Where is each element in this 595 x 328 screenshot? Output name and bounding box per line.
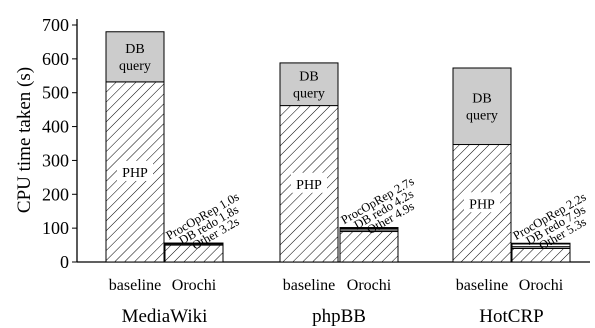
y-tick-label: 500	[42, 83, 69, 103]
bar-segment	[511, 242, 571, 245]
bar-category-label: Orochi	[519, 277, 564, 294]
y-tick-label: 400	[42, 117, 69, 137]
group-label: MediaWiki	[122, 306, 208, 327]
group-label: HotCRP	[479, 306, 543, 327]
y-tick-label: 300	[42, 150, 69, 170]
y-tick-label: 0	[60, 252, 69, 272]
bar-category-label: Orochi	[172, 277, 217, 294]
segment-label-bg	[461, 87, 503, 124]
segment-label: DB	[472, 91, 491, 106]
segment-label-bg	[288, 65, 330, 102]
bar-category-label: baseline	[283, 277, 335, 294]
segment-label: DB	[299, 69, 318, 84]
y-tick-label: 600	[42, 49, 69, 69]
segment-label: query	[293, 86, 325, 101]
bar-category-label: Orochi	[347, 277, 392, 294]
bar-segment	[339, 227, 399, 229]
y-tick-label: 700	[42, 15, 69, 35]
y-tick-label: 100	[42, 218, 69, 238]
segment-label: query	[119, 59, 151, 74]
bar-segment	[164, 242, 224, 245]
segment-label: query	[466, 108, 498, 123]
y-axis-label: CPU time taken (s)	[14, 67, 35, 213]
bar-category-label: baseline	[456, 277, 508, 294]
segment-label: PHP	[122, 166, 148, 181]
segment-label: PHP	[296, 178, 322, 193]
bar-segment	[339, 231, 399, 263]
bar-category-label: baseline	[109, 277, 161, 294]
axes: 0 100 200 300 400 500 600 700	[42, 15, 590, 272]
segment-label-bg	[117, 160, 153, 181]
segment-label: PHP	[469, 197, 495, 212]
y-tick-label: 200	[42, 184, 69, 204]
segment-label-bg	[291, 172, 327, 193]
segment-label-bg	[464, 192, 500, 213]
segment-label: DB	[125, 42, 144, 57]
segment-label-bg	[114, 37, 156, 74]
bar-segment	[511, 247, 571, 263]
group-label: phpBB	[312, 306, 366, 327]
